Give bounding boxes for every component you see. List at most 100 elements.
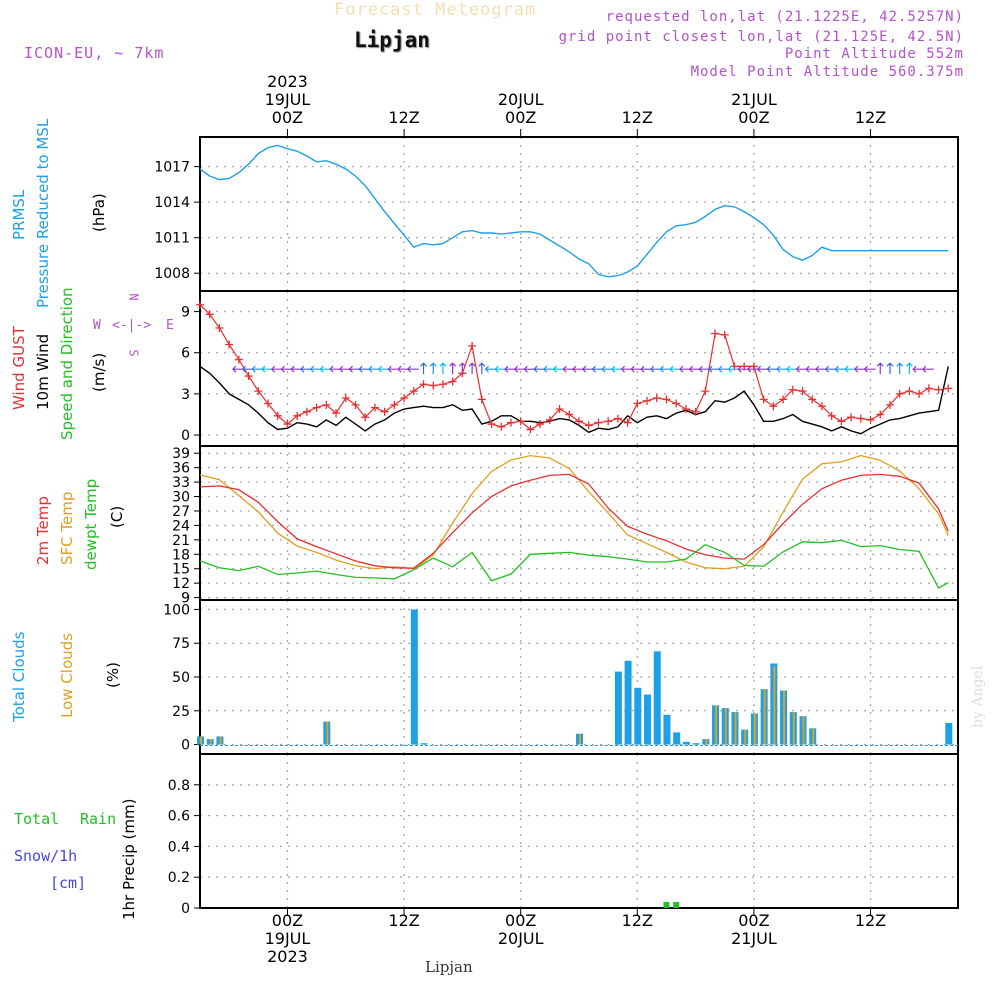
y-tick-label: 15 xyxy=(172,562,190,578)
wind-gust-marker xyxy=(205,310,214,319)
wind-gust-marker xyxy=(720,330,729,339)
wind-gust-marker xyxy=(643,396,652,405)
wind-gust-marker xyxy=(254,387,263,396)
low-clouds-bar xyxy=(219,736,222,745)
total-clouds-bar xyxy=(614,671,622,745)
rain-bar xyxy=(663,901,670,908)
low-clouds-bar xyxy=(792,712,795,745)
total-clouds-bar xyxy=(673,732,681,745)
time-label: 12Z xyxy=(364,109,444,127)
wind-direction-arrow xyxy=(863,365,876,373)
wind-gust-marker xyxy=(244,372,253,381)
wind-gust-marker xyxy=(225,340,234,349)
time-label-line: 12Z xyxy=(854,911,887,930)
low-clouds-bar xyxy=(326,721,329,745)
total-clouds-bar xyxy=(682,741,690,745)
wind-direction-arrow xyxy=(921,365,934,373)
time-label-line: 12Z xyxy=(388,108,420,127)
wind-gust-marker xyxy=(691,407,700,416)
time-label-line: 2023 xyxy=(267,947,308,966)
wind-gust-marker xyxy=(196,300,204,309)
time-label-line: 21JUL xyxy=(731,90,777,109)
wind-gust-marker xyxy=(798,387,807,396)
wind-gust-marker xyxy=(506,418,515,427)
meteogram-title: Forecast Meteogram xyxy=(334,0,537,20)
y-tick-label: 21 xyxy=(172,533,190,549)
time-label: 12Z xyxy=(831,109,911,127)
y-tick-label: 50 xyxy=(172,670,190,686)
y-tick-label: 0.4 xyxy=(168,839,190,855)
wind-gust-marker xyxy=(895,389,904,398)
time-label-line: 12Z xyxy=(621,108,653,127)
wind-gust-marker xyxy=(808,395,817,404)
time-label: 00Z 21JUL xyxy=(714,912,794,948)
low-clouds-bar xyxy=(715,705,718,745)
grid-point-coords: grid point closest lon,lat (21.125E, 42.… xyxy=(558,29,964,45)
wind-direction-arrow xyxy=(420,362,427,375)
precip-rain-label: Rain xyxy=(80,810,117,828)
wind-gust-marker xyxy=(468,341,477,350)
y-tick-label: 27 xyxy=(172,504,190,520)
y-tick-label: 9 xyxy=(181,305,190,321)
wind-gust-marker xyxy=(234,355,243,364)
wind-gust-marker xyxy=(924,384,933,393)
time-label-line: 00Z xyxy=(271,911,304,930)
wind-gust-marker xyxy=(536,420,545,429)
wind-gust-marker xyxy=(361,413,370,422)
low-clouds-bar xyxy=(724,708,727,745)
wind-gust-marker xyxy=(526,425,535,434)
wind-gust-marker xyxy=(944,384,953,393)
total-clouds-bar xyxy=(624,660,632,745)
wind-gust-marker xyxy=(885,400,894,409)
wind-gust-marker xyxy=(448,377,457,386)
t2m-temp-line xyxy=(199,473,949,569)
wind-gust-marker xyxy=(400,393,409,402)
location-title: Lipjan xyxy=(354,28,430,52)
wind-gust-marker xyxy=(769,402,778,411)
compass-e: E xyxy=(166,318,174,333)
wind-gust-marker xyxy=(322,400,331,409)
dewpoint-line xyxy=(199,539,949,589)
y-tick-label: 1008 xyxy=(154,266,190,282)
time-label-line: 20JUL xyxy=(497,929,544,948)
low-clouds-bar xyxy=(579,733,581,745)
wind-gust-marker xyxy=(555,404,564,413)
wind-direction-arrow xyxy=(429,362,437,375)
time-label-line: 2023 xyxy=(267,72,308,91)
wind-gust-marker xyxy=(701,387,710,396)
wind-gust-marker xyxy=(837,417,846,426)
y-tick-label: 30 xyxy=(172,490,190,506)
footer-location: Lipjan xyxy=(425,958,473,976)
wind-gust-marker xyxy=(604,417,613,426)
wind-direction-arrow xyxy=(905,362,913,375)
y-tick-label: 24 xyxy=(172,518,190,534)
wind-direction-arrow xyxy=(449,362,457,375)
time-label: 12Z xyxy=(831,912,911,930)
time-label: 2023 19JUL 00Z xyxy=(247,73,327,127)
wind-gust-marker xyxy=(652,393,661,402)
low-clouds-bar xyxy=(744,729,747,745)
wind-gust-marker xyxy=(302,407,311,416)
y-tick-label: 33 xyxy=(172,475,190,491)
wind-gust-marker xyxy=(370,403,379,412)
wind-gust-marker xyxy=(681,404,690,413)
time-label-line: 19JUL xyxy=(264,90,311,109)
low-clouds-bar xyxy=(705,739,708,745)
time-label: 00Z 19JUL 2023 xyxy=(247,912,327,966)
wind-gust-marker xyxy=(565,410,574,419)
time-label-line: 00Z xyxy=(738,911,770,930)
wind-gust-marker xyxy=(477,395,486,404)
y-tick-label: 1017 xyxy=(154,160,190,176)
wind-gust-marker xyxy=(915,389,924,398)
wind-gust-marker xyxy=(341,393,350,402)
wind-gust-marker xyxy=(934,385,943,394)
time-label-line: 21JUL xyxy=(731,929,777,948)
total-clouds-bar xyxy=(663,714,671,745)
time-label-line: 00Z xyxy=(738,108,770,127)
low-clouds-bar xyxy=(802,716,805,745)
requested-coords: requested lon,lat (21.1225E, 42.5257N) xyxy=(605,9,964,25)
panel-frame xyxy=(199,445,959,601)
wind-gust-marker xyxy=(380,407,389,416)
low-clouds-bar xyxy=(773,666,776,745)
